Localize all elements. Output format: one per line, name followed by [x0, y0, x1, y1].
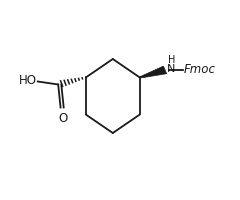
Text: H: H [168, 55, 175, 65]
Text: Fmoc: Fmoc [184, 63, 216, 76]
Polygon shape [140, 66, 167, 78]
Text: O: O [58, 112, 67, 125]
Text: N: N [167, 64, 175, 74]
Text: HO: HO [18, 74, 36, 87]
